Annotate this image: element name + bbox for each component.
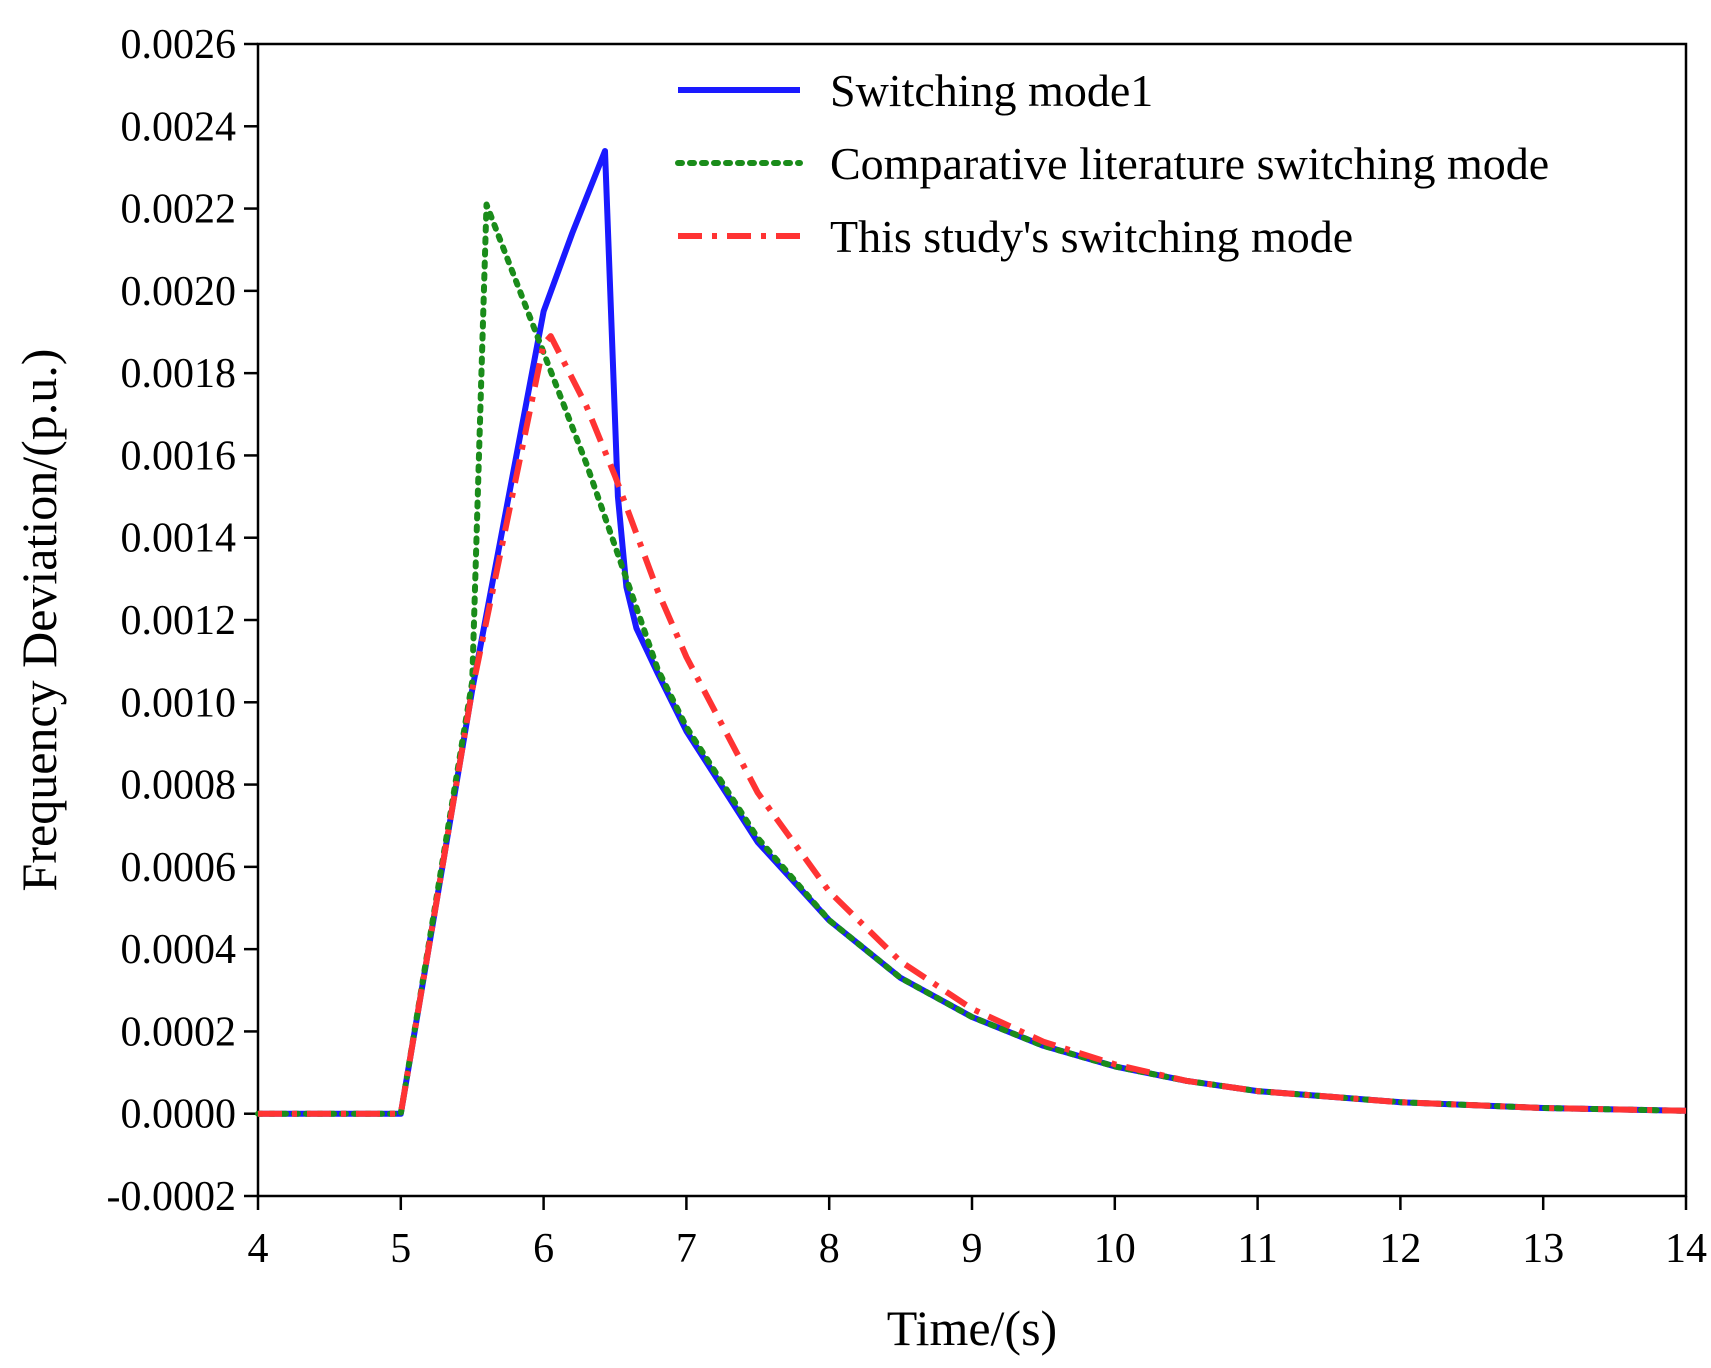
x-tick-label: 10 (1094, 1226, 1136, 1272)
x-tick-label: 9 (962, 1226, 983, 1272)
y-tick-label: 0.0024 (121, 104, 237, 150)
x-axis-title: Time/(s) (887, 1300, 1057, 1356)
x-tick-label: 8 (819, 1226, 840, 1272)
x-tick-label: 12 (1379, 1226, 1421, 1272)
y-tick-label: 0.0004 (121, 927, 237, 973)
y-tick-label: 0.0000 (121, 1092, 237, 1138)
x-tick-label: 11 (1237, 1226, 1277, 1272)
y-tick-label: 0.0026 (121, 22, 237, 68)
y-axis: -0.0002 0.0000 0.0002 0.0004 0.0006 0.0008 0.0… (107, 22, 258, 1220)
legend: Switching mode1 Comparative literature sw… (675, 65, 1549, 262)
y-tick-label: 0.0018 (121, 351, 237, 397)
y-tick-label: 0.0022 (121, 187, 237, 233)
series-layer (255, 148, 1689, 1117)
y-tick-label: 0.0016 (121, 433, 237, 479)
legend-label-1: Switching mode1 (830, 65, 1153, 116)
y-tick-label: 0.0006 (121, 845, 237, 891)
y-tick-label: 0.0008 (121, 763, 237, 809)
legend-label-2: Comparative literature switching mode (830, 138, 1549, 189)
x-tick-label: 13 (1522, 1226, 1564, 1272)
y-tick-label: -0.0002 (107, 1174, 237, 1220)
x-tick-label: 4 (248, 1226, 269, 1272)
x-tick-label: 6 (533, 1226, 554, 1272)
x-tick-label: 14 (1665, 1226, 1707, 1272)
y-axis-title: Frequency Deviation/(p.u.) (11, 349, 67, 892)
x-tick-label: 7 (676, 1226, 697, 1272)
x-axis: 4 5 6 7 8 9 10 11 12 13 14 (248, 1196, 1707, 1272)
y-tick-label: 0.0002 (121, 1009, 237, 1055)
series-line-2 (255, 201, 1689, 1117)
y-tick-label: 0.0012 (121, 598, 237, 644)
legend-label-3: This study's switching mode (830, 211, 1353, 262)
x-tick-label: 5 (390, 1226, 411, 1272)
series-line-3 (258, 333, 1687, 1117)
y-tick-label: 0.0010 (121, 680, 237, 726)
y-tick-label: 0.0020 (121, 269, 237, 315)
y-tick-label: 0.0014 (121, 516, 237, 562)
